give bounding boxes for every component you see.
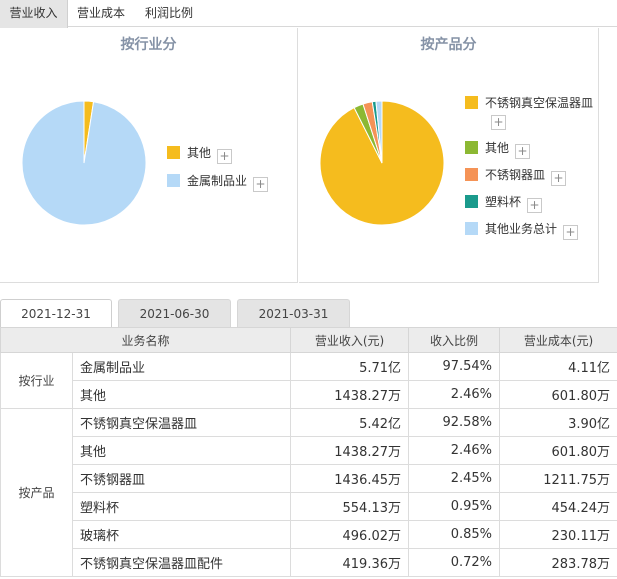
revenue-breakdown-table: 业务名称 营业收入(元) 收入比例 营业成本(元) 按行业 金属制品业 5.71… xyxy=(0,327,617,577)
header-cost: 营业成本(元) xyxy=(499,327,617,353)
industry-pie-chart xyxy=(21,100,147,226)
tab-date-2021-12-31[interactable]: 2021-12-31 xyxy=(0,299,112,327)
row-revenue: 496.02万 xyxy=(290,520,410,549)
product-pie-chart xyxy=(319,100,445,226)
tab-date-2021-03-31[interactable]: 2021-03-31 xyxy=(237,299,350,327)
row-cost: 601.80万 xyxy=(499,436,617,465)
expand-plus-icon[interactable]: + xyxy=(563,225,579,240)
legend-label: 不锈钢器皿 xyxy=(485,168,546,182)
legend-item-other-business[interactable]: 其他业务总计 + xyxy=(465,219,593,240)
row-revenue: 1438.27万 xyxy=(290,380,410,409)
group-label-industry: 按行业 xyxy=(0,352,73,409)
legend-item-other[interactable]: 其他 + xyxy=(167,143,268,164)
legend-item-vacuum-ware[interactable]: 不锈钢真空保温器皿 + xyxy=(465,93,593,135)
row-cost: 601.80万 xyxy=(499,380,617,409)
top-tab-bar: 营业收入 营业成本 利润比例 xyxy=(0,0,617,28)
row-ratio: 0.85% xyxy=(408,520,501,549)
row-ratio: 2.46% xyxy=(408,436,501,465)
row-ratio: 0.72% xyxy=(408,548,501,577)
product-chart-title: 按产品分 xyxy=(420,37,477,53)
row-ratio: 92.58% xyxy=(408,408,501,437)
legend-swatch xyxy=(465,168,478,181)
legend-label: 塑料杯 xyxy=(485,195,522,209)
expand-plus-icon[interactable]: + xyxy=(253,177,269,192)
legend-label: 其他 xyxy=(485,141,510,155)
row-ratio: 2.45% xyxy=(408,464,501,493)
product-chart-panel: 按产品分 不锈钢真空保温器皿 + 其他 + 不锈钢器皿 + 塑料杯 + 其他业务总计 + xyxy=(299,28,599,283)
legend-label: 金属制品业 xyxy=(187,174,248,188)
legend-item-plastic-cup[interactable]: 塑料杯 + xyxy=(465,192,593,213)
header-business-name: 业务名称 xyxy=(0,327,292,353)
row-revenue: 1438.27万 xyxy=(290,436,410,465)
table-row: 按产品 不锈钢真空保温器皿 5.42亿 92.58% 3.90亿 xyxy=(0,408,617,577)
row-name: 不锈钢器皿 xyxy=(71,464,292,493)
row-name: 金属制品业 xyxy=(71,352,292,381)
table-row: 玻璃杯 496.02万 0.85% 230.11万 xyxy=(1,520,617,549)
industry-legend: 其他 + 金属制品业 + xyxy=(167,143,269,192)
expand-plus-icon[interactable]: + xyxy=(515,144,531,159)
table-row: 塑料杯 554.13万 0.95% 454.24万 xyxy=(1,492,617,521)
row-name: 其他 xyxy=(71,436,292,465)
row-name: 其他 xyxy=(71,380,292,409)
legend-swatch xyxy=(167,146,180,159)
industry-chart-title: 按行业分 xyxy=(120,37,177,53)
table-row: 其他 1438.27万 2.46% 601.80万 xyxy=(1,380,617,409)
legend-swatch xyxy=(167,174,180,187)
row-revenue: 5.42亿 xyxy=(290,408,410,437)
row-revenue: 554.13万 xyxy=(290,492,410,521)
legend-swatch xyxy=(465,222,478,235)
pie-slice[interactable] xyxy=(375,100,383,164)
row-cost: 283.78万 xyxy=(499,548,617,577)
expand-plus-icon[interactable]: + xyxy=(551,171,567,186)
tab-date-2021-06-30[interactable]: 2021-06-30 xyxy=(118,299,231,327)
tab-revenue[interactable]: 营业收入 xyxy=(0,0,68,28)
industry-chart-panel: 按行业分 其他 + 金属制品业 + xyxy=(0,28,298,283)
row-ratio: 2.46% xyxy=(408,380,501,409)
report-date-tabs: 2021-12-31 2021-06-30 2021-03-31 xyxy=(0,296,617,327)
row-name: 不锈钢真空保温器皿 xyxy=(71,408,292,437)
row-cost: 1211.75万 xyxy=(499,464,617,493)
legend-item-metal-products[interactable]: 金属制品业 + xyxy=(167,171,269,192)
row-cost: 3.90亿 xyxy=(499,408,617,437)
row-revenue: 5.71亿 xyxy=(290,352,410,381)
pie-slice[interactable] xyxy=(21,100,147,226)
legend-label: 其他 xyxy=(187,146,212,160)
expand-plus-icon[interactable]: + xyxy=(527,198,543,213)
row-name: 塑料杯 xyxy=(71,492,292,521)
legend-item-steel-ware[interactable]: 不锈钢器皿 + xyxy=(465,165,593,186)
table-row: 不锈钢真空保温器皿配件 419.36万 0.72% 283.78万 xyxy=(1,548,617,577)
row-cost: 454.24万 xyxy=(499,492,617,521)
row-name: 玻璃杯 xyxy=(71,520,292,549)
table-row: 其他 1438.27万 2.46% 601.80万 xyxy=(1,436,617,465)
row-name: 不锈钢真空保温器皿配件 xyxy=(71,548,292,577)
table-header-row: 业务名称 营业收入(元) 收入比例 营业成本(元) xyxy=(0,327,617,353)
legend-swatch xyxy=(465,141,478,154)
table-row: 不锈钢器皿 1436.45万 2.45% 1211.75万 xyxy=(1,464,617,493)
row-ratio: 97.54% xyxy=(408,352,501,381)
legend-label: 其他业务总计 xyxy=(485,222,558,236)
legend-item-other[interactable]: 其他 + xyxy=(465,138,593,159)
row-revenue: 1436.45万 xyxy=(290,464,410,493)
tab-profit-ratio[interactable]: 利润比例 xyxy=(144,6,193,20)
expand-plus-icon[interactable]: + xyxy=(491,115,506,130)
expand-plus-icon[interactable]: + xyxy=(217,149,233,164)
tab-cost[interactable]: 营业成本 xyxy=(76,6,125,20)
legend-label: 不锈钢真空保温器皿 xyxy=(485,96,594,110)
product-legend: 不锈钢真空保温器皿 + 其他 + 不锈钢器皿 + 塑料杯 + 其他业务总计 + xyxy=(465,93,593,240)
row-ratio: 0.95% xyxy=(408,492,501,521)
header-revenue: 营业收入(元) xyxy=(290,327,410,353)
group-label-product: 按产品 xyxy=(0,408,73,577)
legend-swatch xyxy=(465,195,478,208)
row-revenue: 419.36万 xyxy=(290,548,410,577)
header-ratio: 收入比例 xyxy=(408,327,501,353)
row-cost: 4.11亿 xyxy=(499,352,617,381)
table-row: 按行业 金属制品业 5.71亿 97.54% 4.11亿 xyxy=(0,352,617,409)
legend-swatch xyxy=(465,96,478,109)
row-cost: 230.11万 xyxy=(499,520,617,549)
